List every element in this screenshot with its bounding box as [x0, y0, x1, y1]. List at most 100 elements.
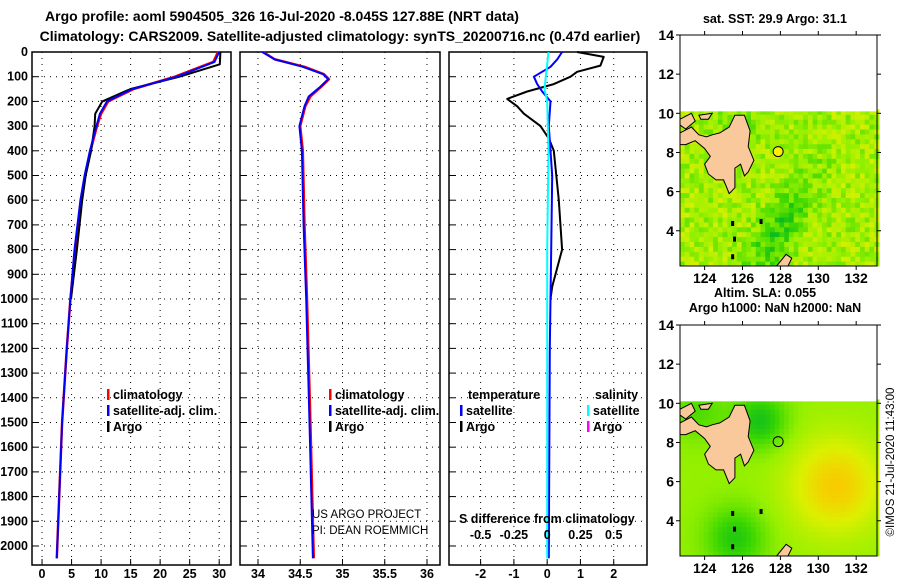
- sst-cell: [817, 163, 823, 169]
- sla-cell: [741, 521, 747, 528]
- sla-cell: [855, 546, 861, 552]
- sla-cell: [803, 546, 809, 552]
- sst-cell: [855, 168, 861, 174]
- sla-cell: [722, 497, 728, 503]
- sst-cell: [822, 256, 828, 262]
- sst-cell: [713, 124, 719, 130]
- sla-cell: [793, 526, 799, 532]
- sla-cell: [708, 472, 714, 479]
- sst-cell: [751, 192, 757, 198]
- sla-cell: [779, 477, 785, 484]
- sla-cell: [751, 512, 757, 518]
- sla-cell: [803, 458, 809, 464]
- sla-cell: [845, 428, 851, 435]
- sst-cell: [680, 187, 686, 194]
- x-tick-label: 36: [420, 567, 434, 580]
- y-tick-label: 1900: [0, 514, 28, 528]
- sla-cell: [864, 531, 870, 537]
- sla-cell: [803, 448, 809, 454]
- sla-cell: [703, 419, 709, 425]
- sla-cell: [836, 404, 842, 410]
- sla-cell: [741, 541, 747, 547]
- sst-cell: [850, 212, 856, 218]
- sst-cell: [817, 202, 823, 208]
- sla-cell: [869, 472, 875, 479]
- sst-cell: [860, 163, 866, 169]
- sla-cell: [736, 551, 743, 557]
- sst-cell: [746, 231, 752, 238]
- sla-cell: [855, 512, 861, 518]
- y-tick-label: 2000: [0, 539, 28, 553]
- sla-cell: [860, 472, 866, 479]
- sla-cell: [793, 497, 799, 503]
- sla-cell: [741, 492, 747, 498]
- sla-cell: [765, 419, 771, 425]
- sla-cell: [732, 551, 738, 557]
- sst-cell: [812, 114, 818, 120]
- sla-cell: [807, 541, 814, 547]
- sla-cell: [845, 472, 851, 479]
- sst-cell: [760, 222, 766, 228]
- salinity-satellite-line: [261, 51, 330, 559]
- sst-cell: [807, 129, 814, 135]
- sst-cell: [793, 192, 799, 198]
- sst-cell: [822, 119, 828, 125]
- sla-cell: [803, 536, 809, 542]
- sla-cell: [708, 551, 714, 557]
- sst-cell: [765, 119, 771, 125]
- sla-cell: [770, 409, 776, 415]
- sla-cell: [708, 399, 714, 405]
- sst-cell: [812, 256, 818, 262]
- sla-cell: [727, 497, 733, 503]
- sst-cell: [689, 124, 695, 130]
- sla-cell: [684, 541, 690, 547]
- sst-cell: [831, 187, 837, 194]
- sla-cell: [779, 428, 785, 435]
- x-tick-label: 34.5: [288, 567, 312, 580]
- sst-cell: [774, 212, 780, 218]
- sla-cell: [703, 472, 709, 479]
- sla-cell: [869, 409, 875, 415]
- sla-cell: [836, 458, 842, 464]
- sla-cell: [869, 541, 875, 547]
- sst-cell: [807, 187, 814, 194]
- sst-cell: [826, 251, 833, 257]
- sst-cell: [822, 168, 828, 174]
- sst-cell: [826, 192, 833, 198]
- sst-cell: [774, 187, 780, 194]
- sla-cell: [727, 516, 733, 523]
- sla-cell: [788, 502, 795, 508]
- sst-cell: [765, 192, 771, 198]
- sla-cell: [860, 492, 866, 498]
- sst-cell: [774, 222, 780, 228]
- sst-cell: [836, 129, 842, 135]
- sla-cell: [855, 521, 861, 528]
- sst-cell: [708, 109, 714, 115]
- sst-cell: [713, 212, 719, 218]
- sst-cell: [751, 212, 757, 218]
- sst-cell: [698, 236, 705, 242]
- sst-cell: [751, 182, 757, 189]
- sst-cell: [850, 251, 856, 257]
- sst-cell: [850, 173, 856, 179]
- sla-cell: [855, 492, 861, 498]
- sst-cell: [713, 226, 719, 233]
- sla-cell: [869, 428, 875, 435]
- sla-cell: [845, 404, 851, 410]
- sst-cell: [822, 212, 828, 218]
- sla-cell: [760, 414, 766, 420]
- sst-cell: [784, 129, 790, 135]
- sla-cell: [855, 472, 861, 479]
- argo-height-label: Argo h1000: NaN h2000: NaN: [689, 301, 861, 315]
- sst-cell: [689, 163, 695, 169]
- sla-cell: [788, 409, 795, 415]
- sla-cell: [826, 497, 833, 503]
- sst-cell: [864, 143, 870, 149]
- sla-cell: [751, 521, 757, 528]
- sla-cell: [765, 472, 771, 479]
- sst-cell: [698, 261, 705, 267]
- sla-cell: [822, 526, 828, 532]
- sst-cell: [736, 187, 743, 194]
- sst-cell: [826, 256, 833, 262]
- sla-cell: [722, 541, 728, 547]
